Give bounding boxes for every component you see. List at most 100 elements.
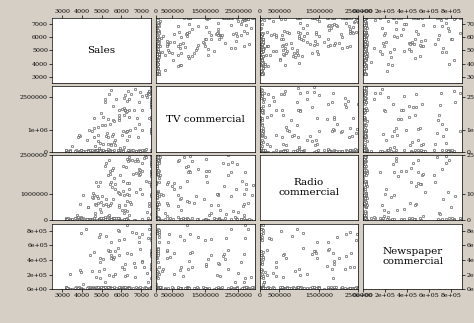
- Point: [258, 42, 266, 47]
- Point: [354, 285, 362, 290]
- Point: [96, 259, 104, 265]
- Point: [407, 149, 415, 154]
- Point: [360, 89, 367, 94]
- Point: [362, 148, 369, 153]
- Point: [442, 217, 450, 222]
- Point: [362, 149, 370, 154]
- Point: [153, 30, 160, 35]
- Point: [184, 285, 191, 290]
- Point: [203, 156, 210, 162]
- Point: [187, 153, 194, 159]
- Point: [361, 133, 368, 139]
- Point: [257, 269, 264, 274]
- Point: [147, 250, 155, 255]
- Point: [361, 47, 369, 52]
- Point: [333, 23, 341, 28]
- Point: [363, 179, 370, 184]
- Point: [91, 214, 99, 219]
- Point: [363, 96, 370, 101]
- Point: [199, 284, 206, 289]
- Point: [207, 252, 215, 257]
- Point: [362, 128, 369, 133]
- Point: [103, 130, 110, 135]
- Point: [176, 45, 183, 50]
- Point: [361, 217, 369, 223]
- Point: [91, 285, 99, 290]
- Point: [147, 130, 155, 136]
- Point: [283, 142, 290, 147]
- Point: [310, 85, 317, 90]
- Point: [94, 133, 101, 138]
- Point: [100, 285, 108, 290]
- Point: [205, 168, 213, 173]
- Point: [239, 204, 246, 209]
- Point: [136, 187, 144, 192]
- Point: [142, 285, 150, 290]
- Point: [102, 149, 109, 154]
- Point: [217, 34, 225, 39]
- Point: [406, 103, 413, 109]
- Point: [155, 285, 162, 290]
- Point: [155, 217, 163, 222]
- Point: [292, 149, 299, 154]
- Point: [69, 216, 76, 221]
- Point: [383, 68, 391, 74]
- Point: [135, 285, 142, 290]
- Point: [96, 215, 104, 221]
- Point: [258, 285, 265, 290]
- Point: [233, 33, 240, 38]
- Point: [147, 169, 155, 174]
- Point: [394, 116, 401, 121]
- Point: [166, 215, 174, 221]
- Point: [136, 170, 143, 175]
- Point: [155, 31, 163, 36]
- Point: [257, 145, 264, 150]
- Point: [361, 97, 369, 102]
- Point: [228, 226, 235, 231]
- Point: [90, 217, 98, 223]
- Point: [360, 149, 368, 154]
- Point: [256, 15, 264, 20]
- Point: [256, 17, 264, 23]
- Point: [342, 232, 350, 237]
- Point: [361, 186, 368, 192]
- Point: [168, 183, 175, 189]
- Point: [174, 159, 182, 164]
- Point: [362, 163, 369, 168]
- Point: [257, 148, 265, 153]
- Point: [450, 217, 458, 223]
- Point: [153, 191, 160, 196]
- Point: [256, 44, 264, 49]
- Point: [256, 53, 264, 58]
- Point: [145, 89, 153, 94]
- Point: [174, 285, 182, 290]
- Point: [123, 285, 130, 290]
- Point: [75, 285, 83, 290]
- Point: [258, 55, 265, 60]
- Point: [104, 142, 112, 147]
- Point: [264, 91, 272, 96]
- Point: [84, 148, 91, 153]
- Point: [105, 286, 112, 291]
- Point: [153, 215, 160, 221]
- Point: [259, 285, 266, 290]
- Point: [281, 286, 288, 291]
- Point: [166, 40, 174, 45]
- Point: [309, 252, 316, 257]
- Point: [94, 285, 102, 290]
- Point: [201, 44, 209, 49]
- Point: [233, 162, 240, 167]
- Point: [153, 34, 160, 39]
- Point: [120, 192, 128, 197]
- Point: [231, 280, 239, 285]
- Point: [119, 149, 127, 154]
- Point: [184, 54, 192, 59]
- Point: [257, 149, 265, 154]
- Point: [362, 31, 369, 36]
- Point: [258, 285, 265, 290]
- Point: [360, 192, 368, 197]
- Point: [176, 196, 183, 202]
- Point: [335, 149, 343, 154]
- Point: [362, 148, 370, 153]
- Point: [418, 148, 425, 153]
